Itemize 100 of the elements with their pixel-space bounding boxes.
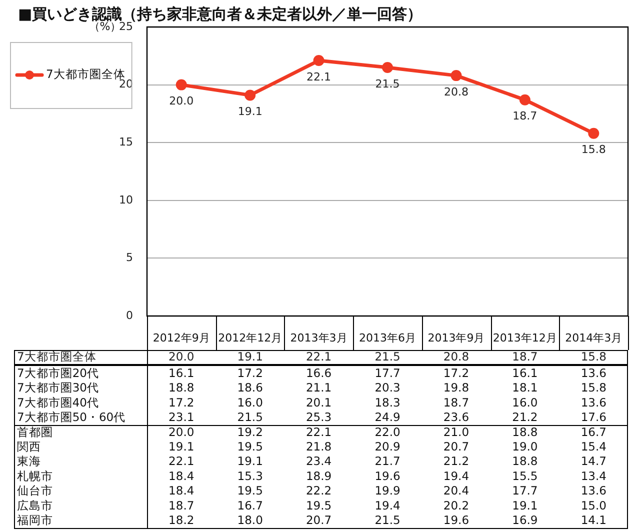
text: 18.9	[306, 468, 332, 483]
text: 18.4	[168, 468, 194, 483]
text: 17.2	[443, 366, 470, 380]
text: 16.9	[512, 513, 538, 528]
point	[176, 79, 187, 90]
point	[519, 94, 530, 106]
x-tick-label: 2013年6月	[359, 331, 416, 344]
text: 19.5	[237, 484, 263, 498]
text: 19.6	[443, 513, 470, 528]
text: 19.1	[237, 454, 263, 468]
text: 21.0	[443, 424, 470, 439]
text: 25.3	[306, 410, 332, 424]
point	[588, 128, 600, 139]
x-tick-label: 2013年3月	[290, 331, 348, 344]
x-tick-label: 2014年3月	[565, 331, 622, 344]
text: 首都圏	[17, 424, 53, 439]
data-label: 19.1	[237, 349, 263, 364]
text: 18.8	[512, 454, 538, 468]
point	[313, 55, 324, 66]
point	[450, 70, 462, 82]
data-label: 15.8	[580, 349, 606, 364]
data-label: 20.0	[168, 349, 194, 364]
text: 17.2	[237, 366, 263, 380]
text: 16.0	[512, 395, 538, 410]
text: 19.8	[443, 380, 470, 395]
data-label: 18.7	[512, 349, 538, 364]
text: 19.0	[512, 439, 538, 454]
text: 16.7	[580, 424, 606, 439]
text: 22.1	[306, 424, 332, 439]
text: 19.1	[512, 498, 538, 512]
text: 7大都市圏40代	[17, 395, 99, 410]
text: 22.1	[168, 454, 194, 468]
text: 21.8	[306, 439, 332, 454]
text: 13.4	[580, 468, 606, 483]
text: 17.7	[512, 484, 538, 498]
text: 20.8	[444, 85, 468, 98]
text: 13.6	[580, 484, 606, 498]
text: 21.5	[375, 77, 400, 90]
text: 16.1	[168, 366, 194, 380]
text: 18.6	[237, 380, 263, 395]
text: 17.7	[374, 366, 400, 380]
text: 18.8	[168, 380, 194, 395]
text: 20.2	[443, 498, 470, 512]
text: 22.2	[306, 484, 332, 498]
text: 20.0	[169, 94, 194, 108]
text: 17.2	[168, 395, 194, 410]
text: 18.3	[374, 395, 400, 410]
text: 18.2	[168, 513, 194, 528]
text: 東海	[17, 454, 41, 468]
text: 24.9	[374, 410, 400, 424]
text: 関西	[17, 439, 41, 454]
text: 16.0	[237, 395, 263, 410]
text: 13.6	[580, 366, 606, 380]
x-tick-label: 2013年12月	[492, 331, 557, 344]
text: 広島市	[17, 498, 53, 512]
text: 23.4	[306, 454, 332, 468]
data-label: 22.1	[306, 349, 332, 364]
text: 19.4	[443, 468, 470, 483]
text: 18.1	[512, 380, 538, 395]
text: 7大都市圏全体	[17, 349, 96, 364]
text: 7大都市圏20代	[17, 366, 99, 380]
text: 22.0	[374, 424, 400, 439]
text: 15.8	[581, 143, 606, 156]
text: 18.0	[237, 513, 263, 528]
x-tick-label: 2013年9月	[428, 331, 485, 344]
text: 19.1	[168, 439, 194, 454]
text: 20.0	[168, 424, 194, 439]
text: 15.8	[580, 380, 606, 395]
text: 16.6	[306, 366, 332, 380]
text: 20.7	[306, 513, 332, 528]
y-tick-label: 0	[126, 308, 133, 322]
text: 20.4	[443, 484, 470, 498]
text: 21.5	[237, 410, 263, 424]
text: 18.4	[168, 484, 194, 498]
text: 20.1	[306, 395, 332, 410]
text: 18.7	[512, 110, 538, 123]
text: 19.4	[374, 498, 400, 512]
text: 仙台市	[17, 484, 53, 498]
y-tick-label: 15	[119, 135, 133, 148]
text: 14.7	[580, 454, 606, 468]
text: 19.6	[374, 468, 400, 483]
text: 15.3	[237, 468, 263, 483]
text: 19.5	[237, 439, 263, 454]
data-label: 20.8	[443, 349, 470, 364]
text: 19.5	[306, 498, 332, 512]
text: 13.6	[580, 395, 606, 410]
text: 20.9	[374, 439, 400, 454]
text: 16.1	[512, 366, 538, 380]
point	[382, 62, 393, 73]
text: 23.6	[443, 410, 470, 424]
text: 21.2	[512, 410, 538, 424]
text: 21.7	[374, 454, 400, 468]
y-tick-label: 5	[126, 251, 133, 264]
text: 7大都市圏50・60代	[17, 410, 126, 424]
text: 7大都市圏30代	[17, 380, 99, 395]
text: 21.1	[306, 380, 332, 395]
text: 18.8	[512, 424, 538, 439]
text: 16.7	[237, 498, 263, 512]
text: 札幌市	[17, 468, 53, 483]
legend-label: 7大都市圏全体	[46, 66, 126, 81]
